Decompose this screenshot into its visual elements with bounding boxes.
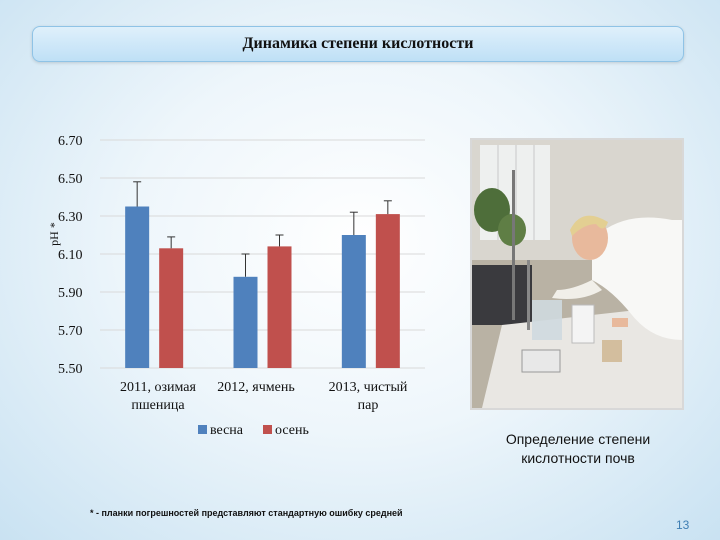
footnote: * - планки погрешностей представляют ста… <box>90 508 403 518</box>
bar-autumn <box>375 214 400 368</box>
x-tick-label: пар <box>358 398 379 413</box>
page-number: 13 <box>676 518 690 532</box>
bar-chart: 6.70 6.50 6.30 6.10 5.90 5.70 5.50 pH * 2011, оз… <box>47 134 425 438</box>
lab-photo <box>470 138 684 410</box>
bar-spring <box>125 206 150 368</box>
bar-spring <box>233 276 258 368</box>
y-tick-label: 6.70 <box>58 134 83 149</box>
legend-label: осень <box>275 423 309 438</box>
bar-autumn <box>159 248 184 368</box>
bar-autumn <box>267 246 292 368</box>
y-tick-label: 6.50 <box>58 172 83 187</box>
x-tick-label: пшеница <box>131 398 185 413</box>
y-axis-label: pH * <box>47 222 61 246</box>
legend-label: весна <box>210 423 244 438</box>
slide-title: Динамика степени кислотности <box>242 35 474 52</box>
x-tick-label: 2012, ячмень <box>217 380 294 395</box>
y-tick-label: 6.10 <box>58 248 83 263</box>
bar-spring <box>341 235 366 368</box>
y-tick-label: 5.70 <box>58 324 83 339</box>
y-tick-label: 5.50 <box>58 362 83 377</box>
legend-swatch <box>198 425 207 434</box>
title-bar: Динамика степени кислотности <box>32 26 684 62</box>
x-tick-label: 2011, озимая <box>120 380 196 395</box>
photo-caption: Определение степени кислотности почв <box>505 431 651 466</box>
x-tick-label: 2013, чистый <box>329 380 408 395</box>
y-tick-label: 5.90 <box>58 286 83 301</box>
legend-swatch <box>263 425 272 434</box>
y-tick-label: 6.30 <box>58 210 83 225</box>
